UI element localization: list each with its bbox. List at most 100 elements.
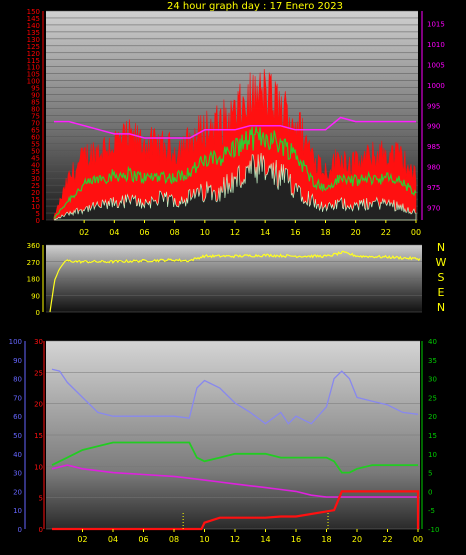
humidity-tick-label: 50: [13, 432, 22, 440]
temperature-x-tick-label: 06: [138, 535, 148, 544]
compass-label: W: [436, 256, 447, 269]
compass-label: E: [438, 286, 445, 299]
wind-left-tick-label: 140: [27, 22, 40, 30]
temperature-tick-label: 40: [428, 338, 437, 346]
wind-left-tick-label: 5: [36, 210, 40, 218]
wind-left-tick-label: 110: [27, 64, 40, 72]
humidity-series: [51, 368, 419, 425]
direction-left-tick-label: 360: [27, 242, 40, 250]
wind-min-series: [53, 152, 417, 221]
rain-tick-label: 15: [34, 432, 43, 440]
temperature-tick-label: 5: [428, 470, 432, 478]
temperature-tick-label: 0: [428, 488, 432, 496]
compass-label: N: [437, 241, 445, 254]
wind-left-tick-label: 60: [31, 133, 40, 141]
wind-left-tick-label: 50: [31, 147, 40, 155]
pressure-right-tick-label: 1010: [427, 41, 445, 49]
wind-x-tick-label: 16: [290, 228, 300, 237]
wind-left-tick-label: 120: [27, 50, 40, 58]
temperature-x-tick-label: 20: [352, 535, 362, 544]
wind-left-tick-label: 20: [31, 189, 40, 197]
temperature-x-tick-label: 16: [291, 535, 301, 544]
direction-series: [49, 250, 421, 313]
temperature-x-tick-label: 22: [382, 535, 392, 544]
humidity-tick-label: 70: [13, 394, 22, 402]
wind-left-tick-label: 125: [27, 43, 40, 51]
wind-left-tick-label: 130: [27, 36, 40, 44]
temperature-x-tick-label: 08: [169, 535, 179, 544]
humidity-tick-label: 40: [13, 451, 22, 459]
rain-tick-label: 10: [34, 463, 43, 471]
pressure-right-tick-label: 975: [427, 184, 440, 192]
humidity-tick-label: 60: [13, 413, 22, 421]
wind-left-tick-label: 15: [31, 196, 40, 204]
temperature-x-tick-label: 12: [230, 535, 240, 544]
temperature-tick-label: 15: [428, 432, 437, 440]
temperature-x-tick-label: 02: [77, 535, 87, 544]
pressure-right-tick-label: 1000: [427, 82, 445, 90]
direction-left-tick-label: 90: [31, 292, 40, 300]
humidity-tick-label: 90: [13, 357, 22, 365]
temperature-x-tick-label: 04: [108, 535, 118, 544]
wind-left-tick-label: 40: [31, 161, 40, 169]
pressure-right-tick-label: 1015: [427, 20, 445, 28]
pressure-right-tick-label: 980: [427, 164, 440, 172]
humidity-tick-label: 80: [13, 376, 22, 384]
compass-label: S: [438, 271, 445, 284]
direction-left-tick-label: 180: [27, 276, 40, 284]
temperature-tick-label: -5: [428, 507, 435, 515]
temperature-tick-label: 35: [428, 357, 437, 365]
wind-left-tick-label: 105: [27, 71, 40, 79]
humidity-tick-label: 30: [13, 470, 22, 478]
temperature-tick-label: 25: [428, 394, 437, 402]
wind-left-tick-label: 95: [31, 85, 40, 93]
temperature-x-tick-label: 18: [321, 535, 331, 544]
wind-x-tick-label: 00: [411, 228, 421, 237]
wind-x-tick-label: 10: [200, 228, 210, 237]
wind-x-tick-label: 20: [351, 228, 361, 237]
wind-gust-series: [53, 68, 417, 221]
rain-tick-label: 0: [39, 526, 43, 534]
wind-left-tick-label: 30: [31, 175, 40, 183]
humidity-tick-label: 10: [13, 507, 22, 515]
wind-left-tick-label: 150: [27, 8, 40, 16]
pressure-right-tick-label: 985: [427, 143, 440, 151]
compass-label: N: [437, 301, 445, 314]
wind-x-tick-label: 06: [139, 228, 149, 237]
wind-left-tick-label: 115: [27, 57, 40, 65]
wind-left-tick-label: 35: [31, 168, 40, 176]
wind-left-tick-label: 55: [31, 140, 40, 148]
wind-left-tick-label: 70: [31, 119, 40, 127]
wind-x-tick-label: 14: [260, 228, 270, 237]
wind-x-tick-label: 02: [79, 228, 89, 237]
temperature-tick-label: -10: [428, 526, 439, 534]
temperature-tick-label: 10: [428, 451, 437, 459]
wind-left-tick-label: 145: [27, 15, 40, 23]
rain-tick-label: 25: [34, 369, 43, 377]
wind-left-tick-label: 80: [31, 106, 40, 114]
wind-avg-series: [53, 126, 417, 220]
pressure-right-tick-label: 970: [427, 205, 440, 213]
humidity-tick-label: 0: [18, 526, 22, 534]
direction-left-tick-label: 0: [36, 309, 40, 317]
temperature-x-tick-label: 14: [260, 535, 270, 544]
pressure-right-tick-label: 1005: [427, 61, 445, 69]
pressure-right-tick-label: 995: [427, 102, 440, 110]
temperature-tick-label: 30: [428, 376, 437, 384]
dewpoint-series: [51, 464, 418, 498]
wind-left-tick-label: 10: [31, 203, 40, 211]
direction-left-tick-label: 270: [27, 259, 40, 267]
wind-left-tick-label: 45: [31, 154, 40, 162]
pressure-right-tick-label: 990: [427, 123, 440, 131]
temperature-series: [51, 441, 418, 474]
rain-tick-label: 20: [34, 401, 43, 409]
wind-x-tick-label: 04: [109, 228, 119, 237]
humidity-tick-label: 20: [13, 488, 22, 496]
wind-x-tick-label: 18: [320, 228, 330, 237]
wind-left-tick-label: 75: [31, 113, 40, 121]
temperature-x-tick-label: 00: [413, 535, 423, 544]
wind-x-tick-label: 12: [230, 228, 240, 237]
wind-left-tick-label: 100: [27, 78, 40, 86]
